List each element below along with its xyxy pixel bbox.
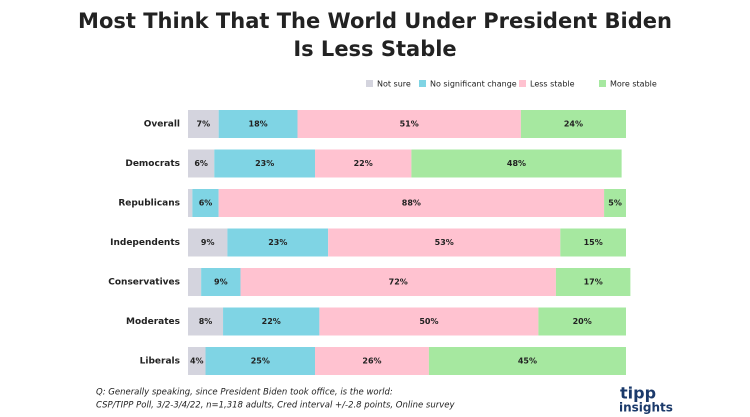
value-label: 51% bbox=[400, 120, 419, 129]
category-label: Liberals bbox=[140, 357, 180, 367]
bar-segment bbox=[218, 110, 298, 138]
value-label: 88% bbox=[402, 199, 421, 208]
bar-segment bbox=[188, 268, 202, 296]
category-label: Overall bbox=[144, 120, 180, 130]
value-label: 53% bbox=[435, 238, 454, 247]
value-label: 25% bbox=[251, 357, 270, 366]
bar-segment bbox=[555, 268, 631, 296]
legend-swatch bbox=[599, 80, 606, 87]
category-label: Independents bbox=[110, 238, 180, 248]
bar-segment bbox=[214, 149, 316, 178]
chart-title: Most Think That The World Under Presiden… bbox=[78, 9, 672, 33]
legend-swatch bbox=[519, 80, 526, 87]
bar-segment bbox=[319, 307, 539, 336]
value-label: 6% bbox=[194, 159, 208, 168]
bar-segment bbox=[315, 347, 429, 375]
bar-segment bbox=[188, 347, 206, 375]
legend-label: No significant change bbox=[430, 80, 517, 89]
logo: tipp bbox=[620, 384, 656, 403]
value-label: 20% bbox=[573, 317, 592, 326]
category-label: Conservatives bbox=[108, 278, 180, 288]
value-label: 23% bbox=[268, 238, 287, 247]
footnote: CSP/TIPP Poll, 3/2-3/4/22, n=1,318 adult… bbox=[96, 401, 455, 411]
category-label: Moderates bbox=[126, 317, 180, 327]
bar-segment bbox=[328, 228, 561, 257]
category-label: Republicans bbox=[118, 199, 180, 209]
bar-segment bbox=[560, 228, 626, 257]
logo: insights bbox=[619, 401, 673, 415]
bar-segment bbox=[201, 268, 241, 296]
bar-segment bbox=[188, 189, 193, 217]
bar-segment bbox=[205, 347, 316, 375]
category-label: Democrats bbox=[125, 159, 180, 169]
value-label: 15% bbox=[584, 238, 603, 247]
bar-segment bbox=[188, 228, 228, 257]
bar-segment bbox=[604, 189, 626, 217]
value-label: 9% bbox=[201, 238, 215, 247]
footnote: Q: Generally speaking, since President B… bbox=[96, 388, 393, 398]
bar-segment bbox=[538, 307, 626, 336]
legend-label: Less stable bbox=[530, 80, 575, 89]
bar-segment bbox=[188, 307, 224, 336]
legend-swatch bbox=[366, 80, 373, 87]
bar-segment bbox=[411, 149, 622, 178]
value-label: 9% bbox=[214, 278, 228, 287]
bar-segment bbox=[520, 110, 626, 138]
legend-label: More stable bbox=[610, 80, 657, 89]
bar-segment bbox=[192, 189, 219, 217]
value-label: 48% bbox=[507, 159, 526, 168]
bar-segment bbox=[240, 268, 556, 296]
value-label: 8% bbox=[199, 317, 213, 326]
value-label: 22% bbox=[354, 159, 373, 168]
value-label: 22% bbox=[262, 317, 281, 326]
legend-swatch bbox=[419, 80, 426, 87]
value-label: 17% bbox=[584, 278, 603, 287]
value-label: 6% bbox=[199, 199, 213, 208]
value-label: 5% bbox=[608, 199, 622, 208]
value-label: 50% bbox=[419, 317, 438, 326]
bar-segment bbox=[218, 189, 605, 217]
value-label: 23% bbox=[255, 159, 274, 168]
bar-segment bbox=[428, 347, 626, 375]
chart-title: Is Less Stable bbox=[293, 37, 456, 61]
value-label: 7% bbox=[197, 120, 211, 129]
value-label: 72% bbox=[389, 278, 408, 287]
bar-segment bbox=[227, 228, 329, 257]
value-label: 26% bbox=[362, 357, 381, 366]
bar-segment bbox=[297, 110, 521, 138]
value-label: 24% bbox=[564, 120, 583, 129]
value-label: 18% bbox=[249, 120, 268, 129]
value-label: 45% bbox=[518, 357, 537, 366]
bar-segment bbox=[315, 149, 412, 178]
bar-segment bbox=[223, 307, 320, 336]
legend-label: Not sure bbox=[377, 80, 411, 89]
bar-segment bbox=[188, 110, 219, 138]
bar-segment bbox=[188, 149, 215, 178]
value-label: 4% bbox=[190, 357, 204, 366]
